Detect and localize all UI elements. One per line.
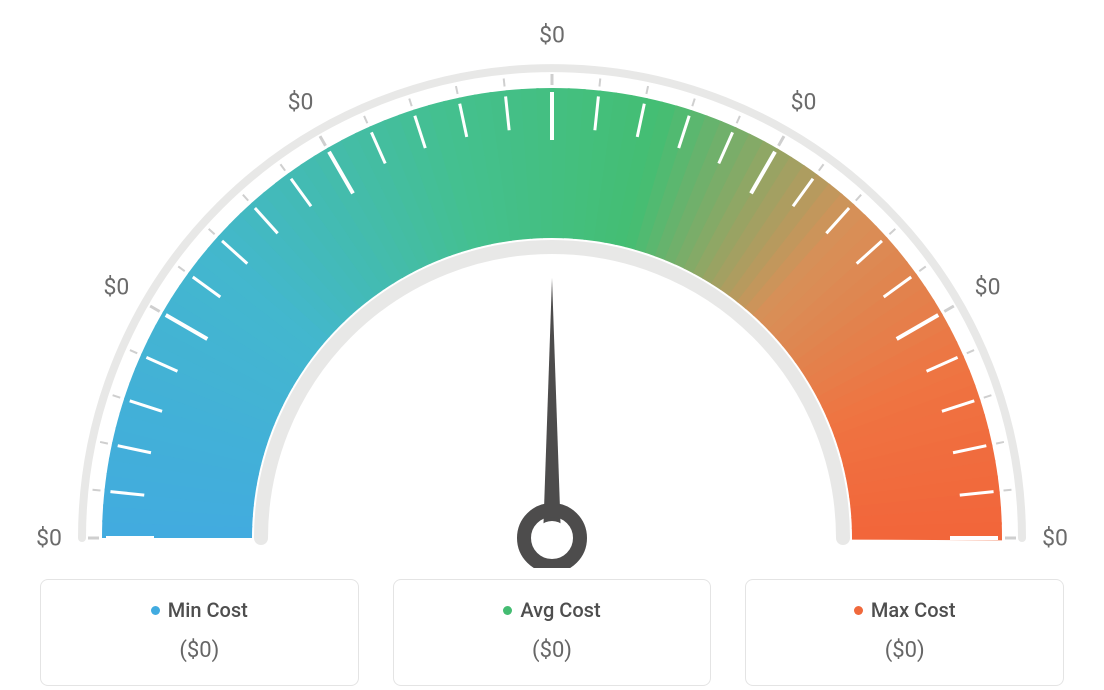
legend-value-avg: ($0): [404, 638, 701, 663]
legend-dot-avg: Avg Cost: [503, 598, 600, 622]
legend-row: Min Cost ($0) Avg Cost ($0) Max Cost ($0…: [0, 579, 1104, 686]
legend-label-max: Max Cost: [871, 598, 956, 622]
gauge-tick-label: $0: [539, 22, 565, 49]
cost-gauge: $0 $0 $0 $0 $0 $0 $0: [22, 8, 1082, 568]
gauge-tick-label: $0: [103, 273, 129, 300]
gauge-tick-label: $0: [1042, 525, 1068, 552]
gauge-tick-label: $0: [288, 89, 314, 116]
legend-label-min: Min Cost: [168, 598, 248, 622]
gauge-tick-label: $0: [791, 89, 817, 116]
legend-dot-max: Max Cost: [854, 598, 956, 622]
gauge-tick-label: $0: [36, 525, 62, 552]
gauge-svg: [22, 8, 1082, 568]
legend-dot-min: Min Cost: [151, 598, 248, 622]
legend-card-max: Max Cost ($0): [745, 579, 1064, 686]
legend-label-avg: Avg Cost: [520, 598, 600, 622]
gauge-tick-label: $0: [975, 273, 1001, 300]
legend-card-avg: Avg Cost ($0): [393, 579, 712, 686]
legend-value-min: ($0): [51, 638, 348, 663]
legend-card-min: Min Cost ($0): [40, 579, 359, 686]
legend-value-max: ($0): [756, 638, 1053, 663]
